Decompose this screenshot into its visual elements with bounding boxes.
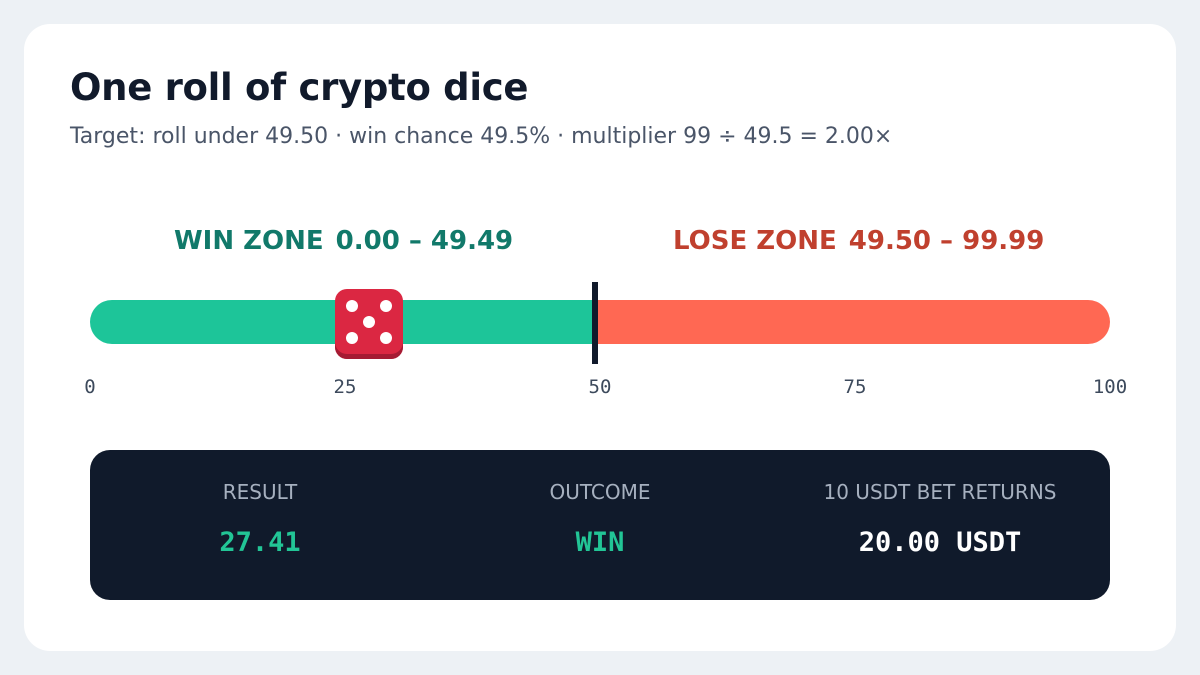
tick-label-50: 50: [588, 376, 612, 398]
lose-zone-title: LOSE ZONE: [673, 226, 837, 256]
threshold-marker: [592, 282, 598, 364]
tick-label-0: 0: [84, 376, 96, 398]
win-zone-range: 0.00 – 49.49: [335, 226, 514, 256]
win-zone-title: WIN ZONE: [174, 226, 324, 256]
lose-zone-label: LOSE ZONE 49.50 – 99.99: [673, 226, 1044, 256]
tick-label-75: 75: [843, 376, 867, 398]
dice-five-icon: [335, 289, 403, 359]
die-pip: [380, 332, 392, 344]
roll-track: [90, 282, 1110, 364]
lose-zone-range: 49.50 – 99.99: [848, 226, 1045, 256]
result-label: RESULT: [222, 480, 298, 504]
dice-roll-card: One roll of crypto dice Target: roll und…: [24, 24, 1176, 651]
die-pip: [346, 332, 358, 344]
die-pip: [363, 316, 375, 328]
roll-parameters-subtitle: Target: roll under 49.50 · win chance 49…: [70, 124, 893, 149]
returns-value: 20.00 USDT: [858, 527, 1022, 558]
tick-label-25: 25: [333, 376, 357, 398]
win-zone-label: WIN ZONE 0.00 – 49.49: [174, 226, 513, 256]
tick-label-100: 100: [1092, 376, 1128, 398]
outcome-value: WIN: [575, 527, 625, 558]
returns-label: 10 USDT BET RETURNS: [823, 480, 1057, 504]
page-title: One roll of crypto dice: [70, 66, 529, 109]
lose-zone-bar: [595, 300, 1110, 344]
die-pip: [346, 300, 358, 312]
outcome-label: OUTCOME: [549, 480, 651, 504]
result-panel: RESULT 27.41 OUTCOME WIN 10 USDT BET RET…: [90, 450, 1110, 600]
result-value: 27.41: [219, 527, 301, 558]
die-pip: [380, 300, 392, 312]
